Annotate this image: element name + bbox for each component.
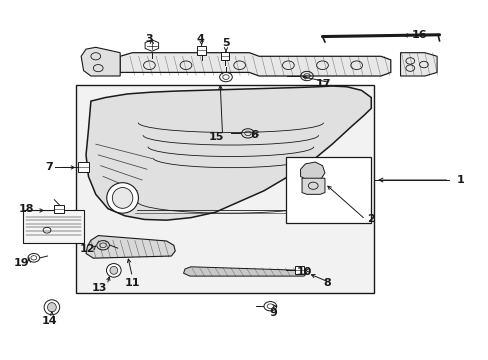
Polygon shape <box>400 53 436 76</box>
FancyBboxPatch shape <box>220 52 229 60</box>
Ellipse shape <box>112 188 133 208</box>
Text: 4: 4 <box>196 34 204 44</box>
Text: 18: 18 <box>19 204 34 215</box>
Text: 17: 17 <box>315 79 330 89</box>
Text: 9: 9 <box>269 308 277 318</box>
Text: 3: 3 <box>145 34 153 44</box>
Text: 2: 2 <box>366 215 374 224</box>
Text: 19: 19 <box>13 258 29 268</box>
Text: 7: 7 <box>45 162 53 172</box>
Text: 13: 13 <box>91 283 107 293</box>
Polygon shape <box>300 162 325 181</box>
Ellipse shape <box>47 303 56 312</box>
Text: 14: 14 <box>41 316 57 325</box>
Text: 5: 5 <box>222 38 230 48</box>
FancyBboxPatch shape <box>22 211 83 243</box>
Polygon shape <box>120 53 390 76</box>
Polygon shape <box>183 267 306 276</box>
Text: 11: 11 <box>124 278 140 288</box>
Text: 8: 8 <box>323 278 330 288</box>
Polygon shape <box>81 47 120 76</box>
Text: 16: 16 <box>410 30 426 40</box>
Ellipse shape <box>110 266 118 274</box>
Text: 12: 12 <box>80 244 95 254</box>
FancyBboxPatch shape <box>76 85 373 293</box>
Ellipse shape <box>106 183 138 213</box>
Ellipse shape <box>299 179 316 196</box>
Text: 1: 1 <box>456 175 464 185</box>
Text: 15: 15 <box>208 132 224 142</box>
Polygon shape <box>302 178 325 194</box>
Polygon shape <box>86 86 370 220</box>
Ellipse shape <box>44 300 60 315</box>
Ellipse shape <box>294 175 321 200</box>
Ellipse shape <box>106 264 121 277</box>
FancyBboxPatch shape <box>294 266 304 274</box>
FancyBboxPatch shape <box>196 45 206 55</box>
FancyBboxPatch shape <box>54 205 64 213</box>
FancyBboxPatch shape <box>285 157 370 223</box>
Text: 10: 10 <box>296 267 311 277</box>
FancyBboxPatch shape <box>78 162 89 172</box>
Polygon shape <box>86 235 175 258</box>
Text: 6: 6 <box>250 130 258 140</box>
